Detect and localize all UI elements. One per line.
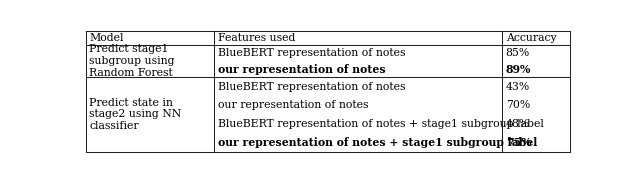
Text: Features used: Features used [218,33,295,43]
Text: our representation of notes + stage1 subgroup label: our representation of notes + stage1 sub… [218,137,537,148]
Text: BlueBERT representation of notes + stage1 subgroup label: BlueBERT representation of notes + stage… [218,119,543,129]
Text: BlueBERT representation of notes: BlueBERT representation of notes [218,48,405,58]
Text: our representation of notes: our representation of notes [218,100,368,110]
Text: 70%: 70% [506,100,530,110]
Text: 89%: 89% [506,64,531,75]
Text: 75%: 75% [506,137,531,148]
Text: 48%: 48% [506,119,530,129]
Text: Predict state in
stage2 using NN
classifier: Predict state in stage2 using NN classif… [90,98,182,131]
Text: 43%: 43% [506,82,530,92]
Text: BlueBERT representation of notes: BlueBERT representation of notes [218,82,405,92]
Text: 85%: 85% [506,48,530,58]
Text: Accuracy: Accuracy [506,33,556,43]
Text: Model: Model [90,33,124,43]
Text: Predict stage1
subgroup using
Random Forest: Predict stage1 subgroup using Random For… [90,44,175,78]
Text: our representation of notes: our representation of notes [218,64,385,75]
